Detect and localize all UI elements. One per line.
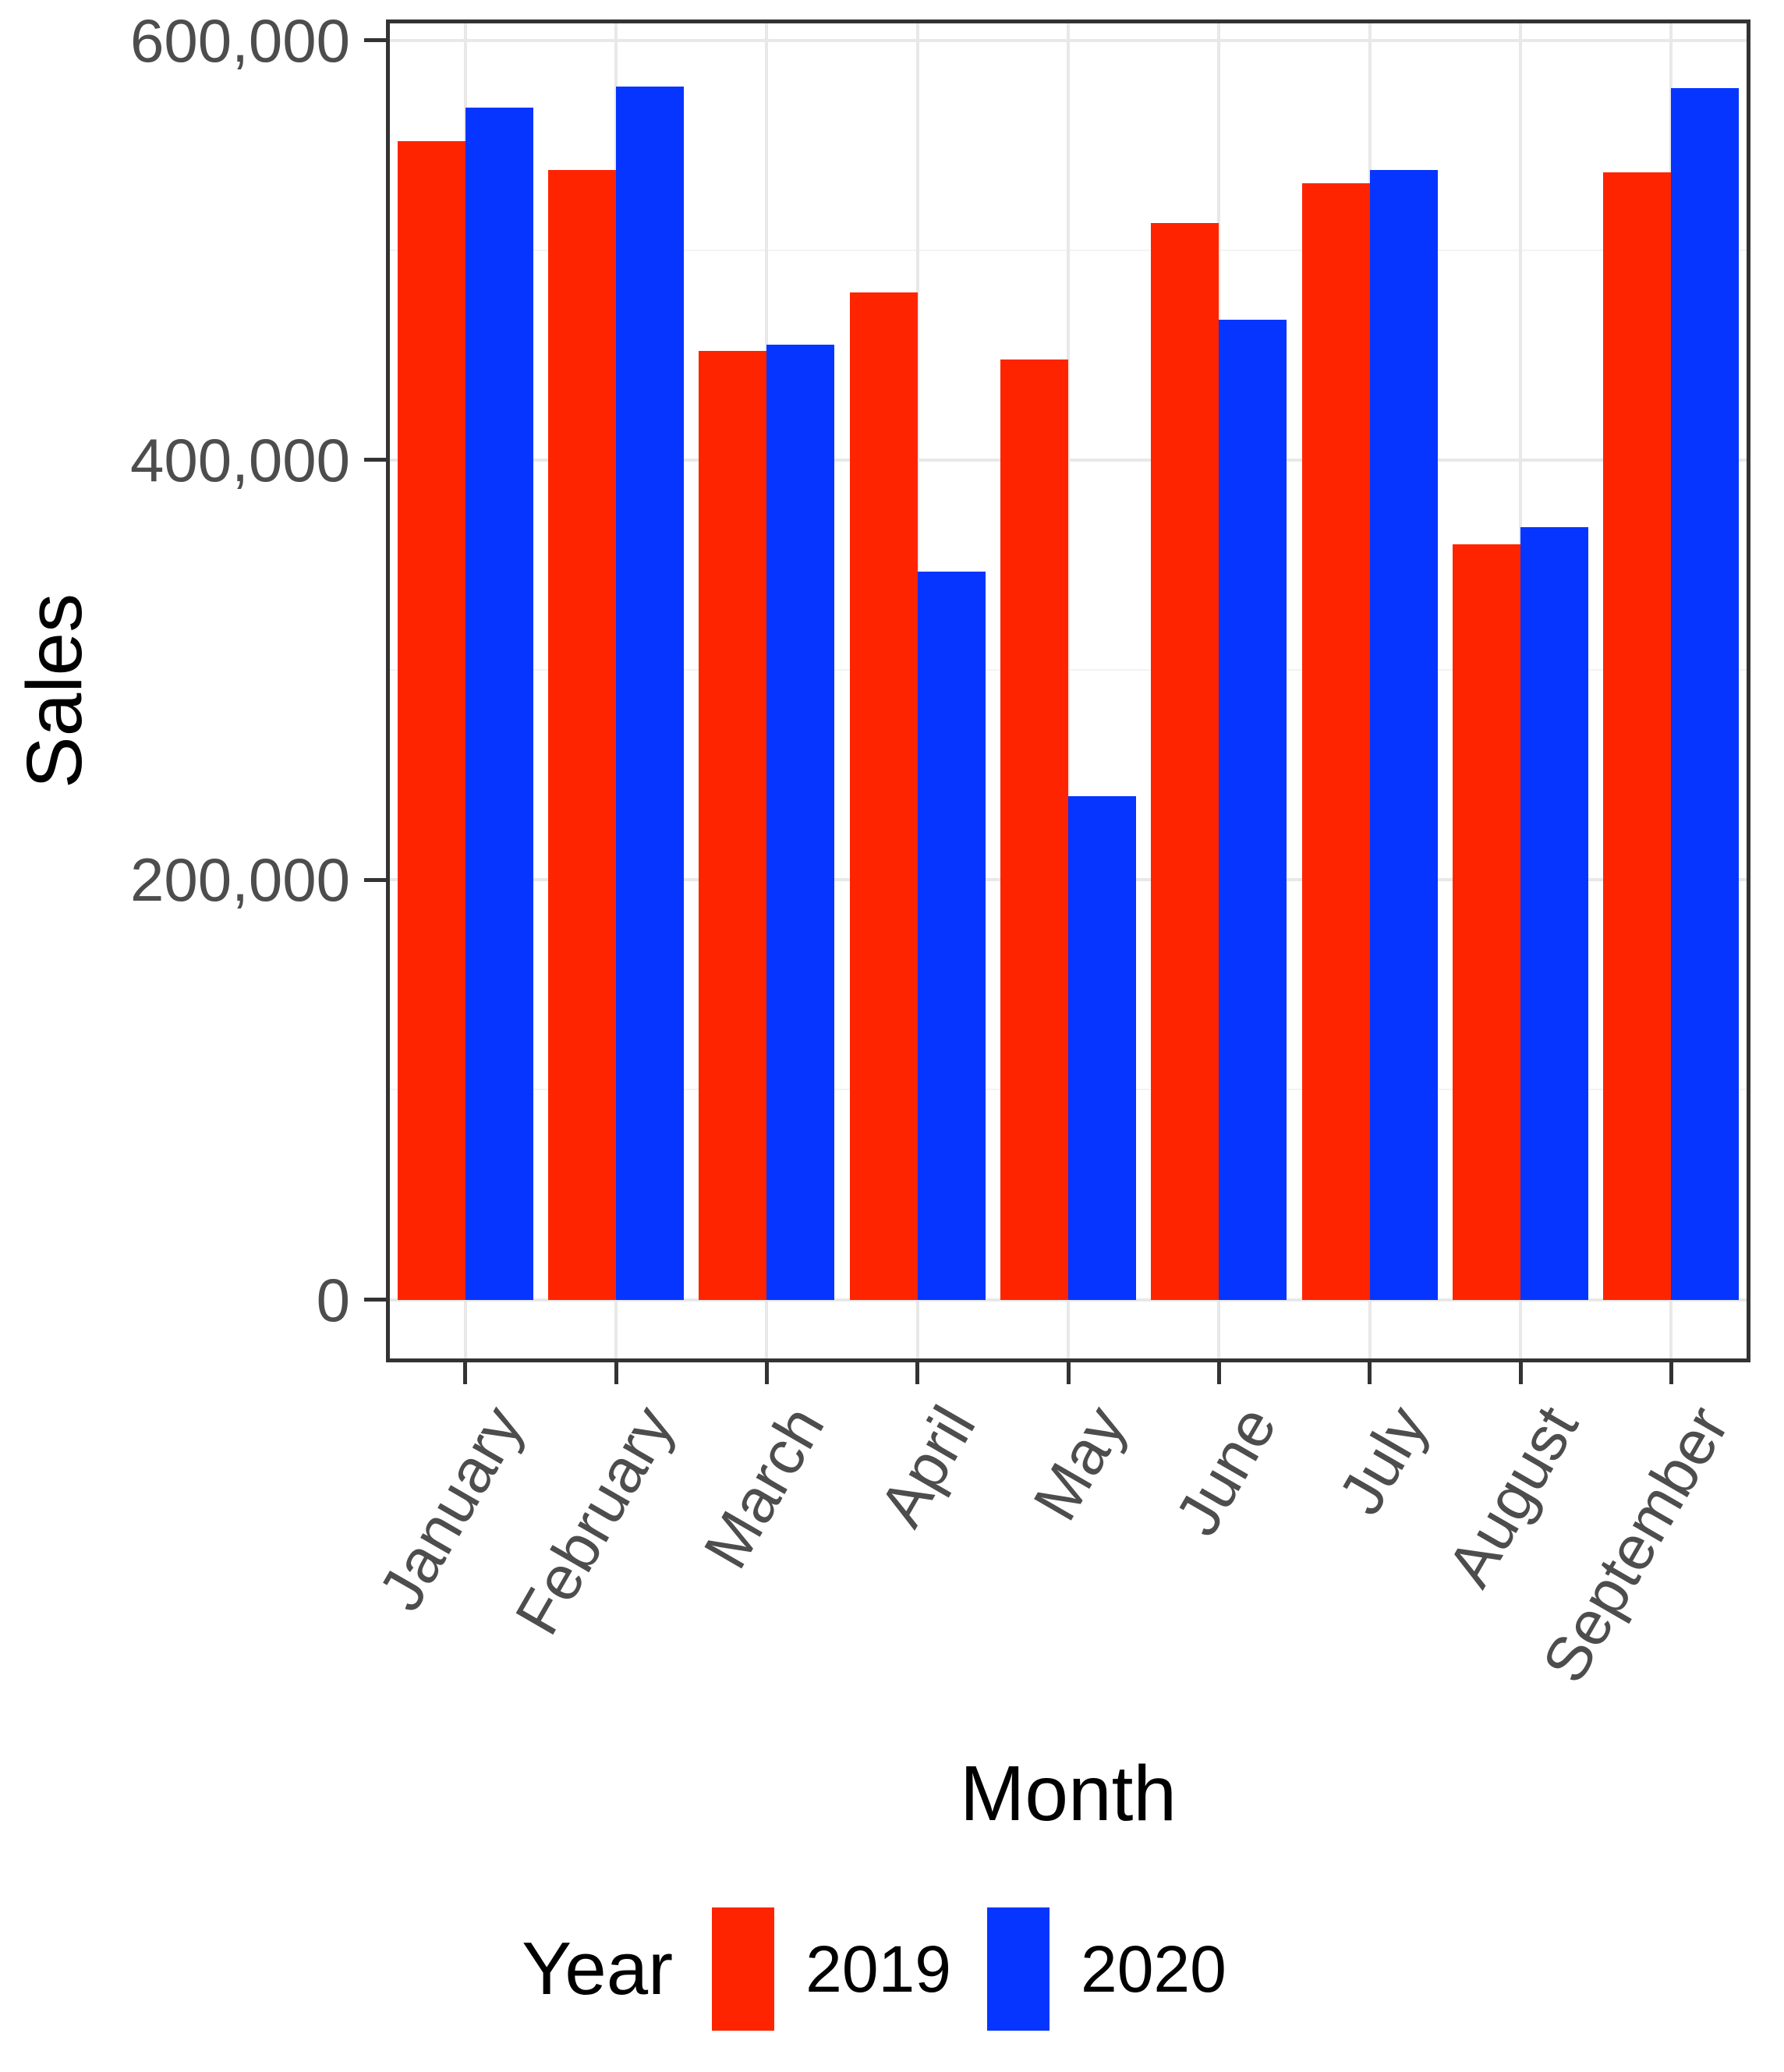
bar-june-2019 [1151, 222, 1219, 1300]
x-tick-label-january: January [365, 1394, 536, 1622]
bar-september-2019 [1603, 172, 1672, 1300]
legend-swatch-2020 [986, 1907, 1050, 2031]
legend-label-2019: 2019 [805, 1932, 951, 2006]
legend-item-2019: 2019 [712, 1907, 951, 2031]
x-tick-label-april: April [865, 1394, 989, 1538]
x-tick-label-may: May [1020, 1394, 1139, 1532]
bar-february-2020 [616, 86, 684, 1300]
plot-panel [386, 19, 1750, 1362]
y-tick-mark-0 [364, 1298, 386, 1302]
bar-june-2020 [1219, 319, 1287, 1300]
y-tick-mark-200000 [364, 877, 386, 882]
bar-april-2019 [849, 292, 918, 1300]
gridline-category-may [1067, 23, 1070, 1358]
x-tick-mark-april [915, 1362, 920, 1384]
y-tick-label-400000: 400,000 [130, 425, 350, 494]
y-tick-label-0: 0 [316, 1265, 350, 1334]
bar-august-2019 [1453, 544, 1520, 1300]
x-tick-mark-june [1216, 1362, 1221, 1384]
x-tick-mark-august [1518, 1362, 1523, 1384]
x-tick-mark-february [614, 1362, 618, 1384]
y-tick-label-200000: 200,000 [130, 845, 350, 915]
y-tick-label-600000: 600,000 [130, 5, 350, 75]
y-tick-mark-400000 [364, 458, 386, 462]
bar-march-2020 [766, 344, 835, 1300]
x-tick-label-march: March [690, 1394, 838, 1580]
bar-january-2019 [397, 140, 465, 1300]
bar-april-2020 [917, 571, 986, 1300]
legend: Year 2019 2020 [0, 1903, 1784, 2035]
x-tick-label-june: June [1162, 1394, 1290, 1547]
legend-label-2020: 2020 [1080, 1932, 1226, 2006]
bar-february-2019 [548, 170, 616, 1300]
bar-march-2019 [699, 350, 767, 1300]
x-tick-label-august: August [1434, 1394, 1591, 1598]
legend-item-2020: 2020 [986, 1907, 1226, 2031]
bar-may-2019 [1000, 359, 1068, 1300]
x-tick-mark-september [1669, 1362, 1673, 1384]
bar-august-2020 [1520, 527, 1588, 1300]
bar-september-2020 [1671, 88, 1740, 1300]
bar-may-2020 [1068, 795, 1136, 1300]
x-axis-title: Month [960, 1750, 1177, 1837]
x-tick-label-july: July [1325, 1394, 1441, 1526]
y-axis-title: Sales [11, 593, 98, 789]
legend-swatch-2019 [712, 1907, 775, 2031]
legend-title: Year [522, 1927, 674, 2010]
bar-july-2019 [1301, 182, 1370, 1300]
y-tick-mark-600000 [364, 38, 386, 43]
bar-january-2020 [465, 107, 533, 1300]
x-tick-mark-july [1368, 1362, 1372, 1384]
legend-items: 2019 2020 [712, 1907, 1262, 2031]
x-tick-mark-march [764, 1362, 769, 1384]
x-tick-mark-january [463, 1362, 468, 1384]
bar-july-2020 [1369, 170, 1438, 1300]
x-tick-mark-may [1066, 1362, 1071, 1384]
